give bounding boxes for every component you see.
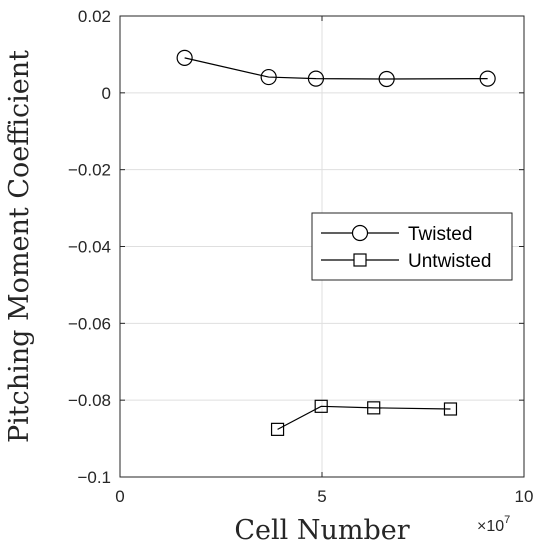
y-tick-label: 0.02 [78, 7, 111, 26]
series-line-untwisted [277, 405, 451, 430]
legend-box [311, 212, 513, 281]
x-tick-label: 5 [317, 487, 326, 506]
y-tick-label: −0.06 [68, 314, 111, 333]
x-tick-label: 0 [115, 487, 124, 506]
data-point-untwisted [367, 401, 381, 415]
data-point-twisted [378, 70, 395, 88]
data-point-twisted [479, 70, 496, 87]
y-axis-title: Pitching Moment Coefficient [4, 50, 35, 443]
y-tick-label: 0 [102, 84, 111, 103]
series-layer [176, 49, 496, 436]
legend-marker-circle-icon [351, 224, 369, 242]
data-point-untwisted [314, 399, 328, 413]
x-exponent-base: ×10 [477, 518, 504, 535]
data-point-untwisted [443, 402, 458, 416]
x-axis-title: Cell Number [234, 515, 409, 546]
axis-ticks: 0 5 10 0.02 0 −0.02 −0.04 −0.06 −0.08 −0.1 [68, 7, 533, 506]
series-line-twisted [184, 57, 488, 80]
y-tick-label: −0.04 [68, 238, 111, 257]
y-tick-label: −0.08 [68, 391, 111, 410]
data-point-twisted [260, 68, 277, 86]
x-exponent-power: 7 [504, 514, 510, 526]
y-tick-label: −0.1 [77, 468, 111, 487]
data-point-twisted [176, 49, 193, 66]
legend: Twisted Untwisted [311, 212, 513, 281]
legend-label-untwisted: Untwisted [408, 251, 491, 272]
y-tick-label: −0.02 [68, 161, 111, 180]
x-axis-exponent: ×107 [477, 514, 510, 535]
data-point-untwisted [270, 422, 285, 436]
data-point-twisted [307, 70, 325, 87]
x-tick-label: 10 [515, 487, 534, 506]
legend-marker-square-icon [353, 253, 367, 267]
legend-label-twisted: Twisted [408, 224, 472, 245]
